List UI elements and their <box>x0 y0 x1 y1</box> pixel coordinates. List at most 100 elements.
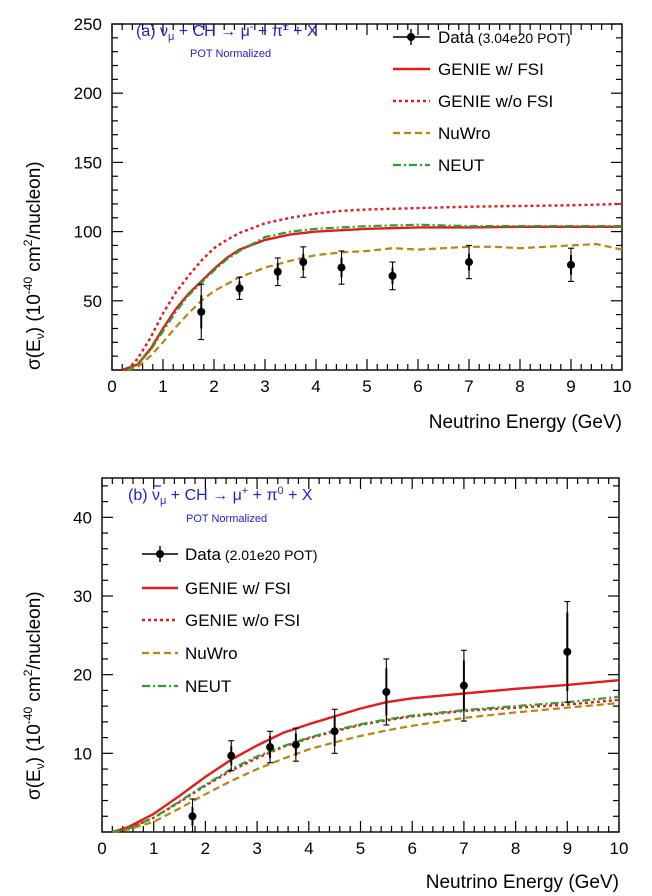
a-x-tick-label: 2 <box>209 377 218 396</box>
b-data-point <box>227 740 236 772</box>
a-data-point <box>388 261 397 291</box>
b-x-tick-label: 1 <box>149 839 158 858</box>
panel-a-legend: Data (3.04e20 POT) GENIE w/ FSI GENIE w/o… <box>393 28 571 175</box>
a-curve-neut <box>126 223 622 371</box>
b-data-marker <box>291 740 300 749</box>
svg-text:NuWro: NuWro <box>438 124 491 143</box>
panel-a-legend-data-label: Data <box>438 28 474 47</box>
svg-text:NuWro: NuWro <box>185 644 238 663</box>
a-data-point <box>337 250 346 285</box>
svg-text:GENIE w/ FSI: GENIE w/ FSI <box>438 60 544 79</box>
a-data-point <box>465 244 473 280</box>
a-data-marker <box>273 267 282 276</box>
a-data-point <box>273 257 282 287</box>
a-y-tick-label: 150 <box>74 153 102 172</box>
a-data-marker <box>465 258 473 267</box>
b-data-marker <box>382 687 391 696</box>
panel-b-plot-frame <box>101 477 620 833</box>
b-curve-nuwro <box>112 701 620 834</box>
svg-text:NEUT: NEUT <box>185 677 231 696</box>
panel-a-legend-nuwro: NuWro <box>393 124 491 143</box>
svg-text:NEUT: NEUT <box>438 156 484 175</box>
b-x-tick-label: 3 <box>252 839 261 858</box>
b-curve-genie-w-o-fsi <box>112 698 620 834</box>
a-data-marker <box>299 258 308 267</box>
panel-a-legend-genie-fsi: GENIE w/ FSI <box>393 60 544 79</box>
a-data-marker <box>388 271 397 280</box>
a-data-marker <box>235 284 244 293</box>
a-curve-genie-w-o-fsi <box>126 202 623 371</box>
b-curve-genie-w-fsi <box>111 679 620 834</box>
panel-a-legend-data: Data (3.04e20 POT) <box>393 28 571 47</box>
panel-a-title: (a) νμ + CH → μ- + π± + X <box>136 21 318 43</box>
b-x-tick-label: 10 <box>610 839 629 858</box>
b-x-tick-label: 4 <box>304 839 313 858</box>
b-data-marker <box>227 751 236 760</box>
b-y-tick-label: 10 <box>73 744 92 763</box>
svg-text:Data(2.01e20 POT): Data (2.01e20 POT) <box>185 545 318 564</box>
a-x-tick-label: 0 <box>107 377 116 396</box>
panel-b-data-points <box>188 600 572 833</box>
b-data-marker <box>188 812 197 821</box>
b-y-tick-label: 30 <box>73 587 92 606</box>
b-data-point <box>459 649 468 722</box>
panel-a-data-points <box>197 244 575 341</box>
panel-b-ticks <box>101 478 620 833</box>
svg-text:GENIE w/o FSI: GENIE w/o FSI <box>185 611 300 630</box>
b-data-point <box>330 708 339 754</box>
a-y-tick-label: 100 <box>74 223 102 242</box>
panel-b-y-tick-labels: 10 20 30 40 <box>73 508 92 763</box>
panel-a-y-axis-label: σ(Eν) (10-40 cm2/nucleon) <box>21 161 47 370</box>
b-data-marker <box>563 647 572 656</box>
b-data-point <box>291 727 300 762</box>
panel-b-legend: Data (2.01e20 POT) GENIE w/ FSI GENIE w/o… <box>142 545 318 696</box>
b-x-tick-label: 5 <box>356 839 365 858</box>
b-y-tick-label: 40 <box>73 508 92 527</box>
panel-a-ticks <box>111 23 623 371</box>
a-data-marker <box>197 307 206 316</box>
b-data-marker <box>266 743 275 752</box>
panel-a-subtitle: POT Normalized <box>190 48 271 60</box>
panel-b-legend-genie-nofsi: GENIE w/o FSI <box>142 611 300 630</box>
b-data-point <box>266 730 275 764</box>
a-data-marker <box>567 260 575 269</box>
svg-text:GENIE w/ FSI: GENIE w/ FSI <box>185 579 291 598</box>
panel-b-x-axis-label: Neutrino Energy (GeV) <box>426 872 619 893</box>
b-data-point <box>188 798 197 833</box>
b-x-tick-label: 2 <box>201 839 210 858</box>
panel-b-legend-data-label: Data <box>185 545 221 564</box>
b-y-tick-label: 20 <box>73 666 92 685</box>
a-data-point <box>567 247 575 282</box>
panel-b-subtitle: POT Normalized <box>186 513 267 525</box>
a-y-tick-label: 200 <box>74 84 102 103</box>
b-data-point <box>382 658 391 726</box>
a-data-point <box>235 276 244 300</box>
b-data-marker <box>459 681 468 690</box>
a-x-tick-label: 5 <box>362 377 371 396</box>
panel-b: 0 1 2 3 4 5 6 7 8 9 10 10 20 30 40 Neutrino Energy (G… <box>21 477 629 893</box>
panel-a-x-axis-label: Neutrino Energy (GeV) <box>429 412 622 433</box>
panel-a-x-tick-labels: 0 1 2 3 4 5 6 7 8 9 10 <box>107 377 631 396</box>
a-data-point <box>299 246 308 278</box>
panel-a-legend-data-note: (3.04e20 POT) <box>478 30 571 46</box>
a-x-tick-label: 6 <box>413 377 422 396</box>
b-data-point <box>563 600 572 703</box>
a-curve-genie-w-fsi <box>121 225 622 372</box>
b-x-tick-label: 0 <box>97 839 106 858</box>
a-x-tick-label: 3 <box>260 377 269 396</box>
a-x-tick-label: 9 <box>566 377 575 396</box>
panel-b-legend-data-note: (2.01e20 POT) <box>225 547 318 563</box>
panel-b-legend-genie-fsi: GENIE w/ FSI <box>142 579 291 598</box>
panel-a-curves <box>121 202 623 372</box>
panel-b-legend-neut: NEUT <box>142 677 231 696</box>
a-data-point <box>197 283 206 341</box>
a-x-tick-label: 10 <box>613 377 632 396</box>
a-x-tick-label: 1 <box>158 377 167 396</box>
b-x-tick-label: 6 <box>407 839 416 858</box>
panel-a-plot-frame <box>111 23 623 371</box>
a-y-tick-label: 50 <box>83 292 102 311</box>
a-x-tick-label: 7 <box>464 377 473 396</box>
b-x-tick-label: 9 <box>563 839 572 858</box>
